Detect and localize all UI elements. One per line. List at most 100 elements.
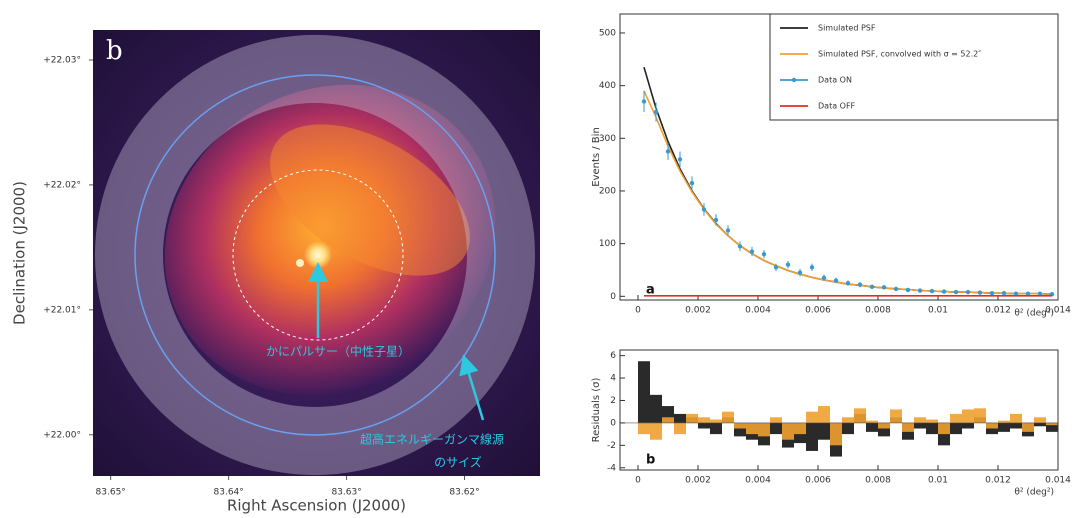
data-point — [857, 282, 863, 287]
y-tick-label: 500 — [599, 28, 616, 38]
data-point — [941, 289, 947, 294]
residual-bar — [926, 419, 938, 423]
residual-bar — [770, 422, 782, 435]
x-tick-label: 0.008 — [865, 306, 891, 316]
data-point — [833, 278, 839, 283]
residual-bar — [998, 422, 1010, 432]
y-tick-label: 200 — [599, 186, 616, 196]
residual-bar — [1010, 413, 1022, 423]
residual-bar — [782, 422, 794, 440]
residual-bar — [674, 422, 686, 435]
residual-bar — [890, 409, 902, 423]
y-axis-label: Residuals (σ) — [591, 378, 602, 443]
residual-bar — [710, 419, 722, 423]
residual-bar — [806, 411, 818, 423]
residual-bar — [866, 420, 878, 423]
residual-bar — [1034, 422, 1046, 427]
y-tick-label: +22.02° — [43, 180, 81, 190]
data-point — [893, 286, 899, 292]
plot-frame — [619, 349, 1059, 471]
y-tick-label: 0 — [610, 292, 616, 302]
x-tick-label: 0.014 — [1045, 306, 1071, 316]
data-point — [905, 287, 911, 293]
data-point — [869, 284, 875, 290]
data-point — [1001, 290, 1007, 296]
residual-bar — [842, 417, 854, 423]
data-point — [917, 288, 923, 293]
x-tick-label: 0.01 — [928, 476, 948, 486]
annotation: かにパルサー（中性子星） — [266, 344, 410, 359]
residual-bar — [686, 413, 698, 423]
x-tick-label: 0 — [635, 306, 641, 316]
residual-bar — [998, 420, 1010, 423]
data-point — [809, 265, 815, 270]
residual-bar — [830, 422, 842, 446]
residual-bar — [818, 422, 830, 440]
x-tick-label: 0.008 — [865, 476, 891, 486]
y-tick-label: +22.03° — [43, 55, 81, 65]
data-point — [977, 290, 983, 295]
data-point — [653, 109, 659, 115]
x-tick-label: 83.64° — [214, 488, 244, 498]
panel-letter: b — [106, 36, 123, 66]
residual-bar — [1046, 422, 1058, 432]
legend-label: Data OFF — [818, 102, 856, 111]
x-tick-label: 83.62° — [449, 488, 479, 498]
y-axis-label: Declination (J2000) — [11, 181, 29, 325]
residual-bar — [986, 422, 998, 429]
data-point — [641, 99, 647, 104]
residual-bar — [866, 422, 878, 432]
legend-label: Simulated PSF — [818, 24, 876, 33]
data-point — [689, 180, 695, 186]
data-point — [953, 289, 959, 295]
residual-bar — [974, 408, 986, 423]
residual-bar — [902, 422, 914, 432]
residual-bar — [950, 413, 962, 423]
residual-bar — [698, 417, 710, 423]
y-tick-label: 6 — [610, 351, 616, 361]
sky-image — [93, 30, 540, 476]
x-axis-label: θ² (deg²) — [1014, 488, 1054, 498]
x-tick-label: 0.006 — [805, 476, 831, 486]
y-tick-label: +22.00° — [43, 430, 81, 440]
residual-bar — [662, 417, 674, 423]
data-point — [701, 207, 707, 212]
residual-bar — [914, 422, 926, 429]
residual-bar — [878, 422, 890, 429]
legend-marker — [791, 77, 797, 83]
data-point — [665, 149, 671, 154]
annotation: 超高エネルギーガンマ線源 — [360, 432, 504, 447]
residual-bar — [770, 417, 782, 423]
data-point — [1037, 291, 1043, 296]
residual-bar — [638, 422, 650, 435]
legend-label: Data ON — [818, 76, 852, 85]
residual-bar — [758, 422, 770, 437]
x-tick-label: 0 — [635, 476, 641, 486]
residual-bar — [1034, 417, 1046, 423]
residual-bar — [914, 417, 926, 423]
x-tick-label: 83.63° — [331, 488, 361, 498]
residual-bar — [1010, 422, 1022, 429]
y-tick-label: 2 — [610, 396, 616, 406]
data-point — [761, 251, 767, 257]
y-tick-label: 100 — [599, 239, 616, 249]
x-axis-label: Right Ascension (J2000) — [227, 497, 406, 515]
residual-bar — [938, 422, 950, 435]
residual-bar — [650, 394, 662, 423]
x-tick-label: 83.65° — [96, 488, 126, 498]
data-point — [713, 217, 719, 223]
panel-letter: b — [646, 453, 655, 468]
residual-bar — [950, 422, 962, 435]
y-axis-label: Events / Bin — [591, 127, 602, 187]
x-tick-label: 0.012 — [985, 476, 1011, 486]
residual-bar — [926, 422, 938, 435]
residual-bar — [962, 409, 974, 423]
residual-bar — [1022, 422, 1034, 432]
data-point — [845, 280, 851, 286]
residual-bar — [638, 361, 650, 423]
residual-bar — [710, 422, 722, 435]
data-point — [965, 289, 971, 295]
data-point — [797, 270, 803, 275]
